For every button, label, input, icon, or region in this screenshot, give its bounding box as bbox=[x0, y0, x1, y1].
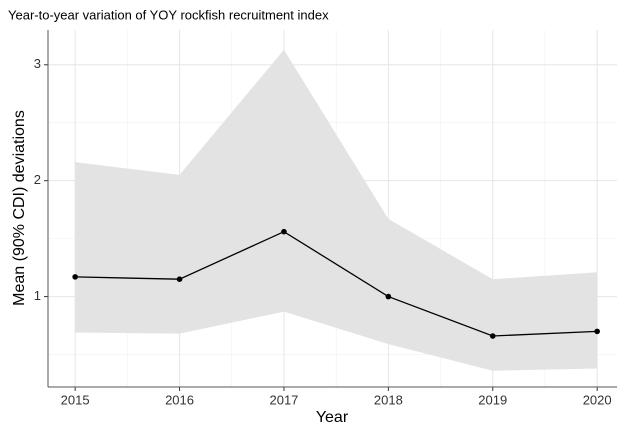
point bbox=[489, 333, 496, 339]
chart-title: Year-to-year variation of YOY rockfish r… bbox=[8, 7, 329, 22]
line bbox=[75, 230, 598, 337]
x-axis-title: Year bbox=[316, 409, 349, 426]
point bbox=[385, 293, 392, 300]
x-tick-label: 2016 bbox=[165, 392, 194, 407]
x-tick-label: 2018 bbox=[374, 392, 403, 407]
point bbox=[281, 228, 287, 235]
point bbox=[594, 328, 600, 335]
confidence-band bbox=[75, 49, 598, 371]
x-tick-label: 2015 bbox=[61, 392, 90, 407]
y-axis-title: Mean (90% CDI) deviations bbox=[11, 110, 28, 306]
y-tick-label: 3 bbox=[34, 56, 41, 71]
x-tick-label: 2020 bbox=[583, 392, 612, 407]
point bbox=[72, 274, 78, 280]
x-tick-label: 2017 bbox=[269, 392, 298, 407]
x-tick-label: 2019 bbox=[478, 392, 507, 407]
point bbox=[176, 276, 183, 283]
y-tick-label: 1 bbox=[34, 288, 41, 303]
y-tick-label: 2 bbox=[34, 172, 41, 187]
